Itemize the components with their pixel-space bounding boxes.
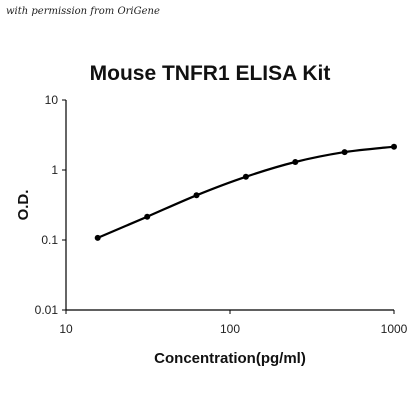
series-line bbox=[97, 145, 395, 239]
data-point bbox=[94, 234, 101, 241]
x-tick-label: 1000 bbox=[381, 322, 408, 336]
data-point bbox=[144, 213, 151, 220]
x-tick-label: 100 bbox=[220, 322, 240, 336]
data-point bbox=[292, 159, 299, 165]
x-tick-label: 10 bbox=[59, 322, 73, 336]
data-point bbox=[242, 173, 249, 180]
data-point bbox=[341, 149, 348, 156]
data-point bbox=[193, 192, 200, 199]
y-tick-label: 0.1 bbox=[41, 233, 58, 247]
chart-title: Mouse TNFR1 ELISA Kit bbox=[89, 62, 331, 85]
x-axis-title: Concentration(pg/ml) bbox=[154, 350, 306, 367]
data-point bbox=[391, 143, 397, 150]
y-tick-label: 0.01 bbox=[35, 303, 59, 317]
y-axis-title: O.D. bbox=[15, 190, 32, 221]
y-tick-label: 10 bbox=[45, 93, 59, 107]
y-tick-label: 1 bbox=[51, 163, 58, 177]
credit-text: with permission from OriGene bbox=[6, 6, 160, 17]
